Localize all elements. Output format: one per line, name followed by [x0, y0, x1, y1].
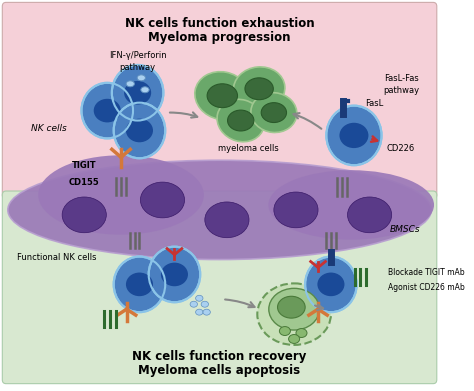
Ellipse shape	[161, 263, 188, 286]
Text: CD226: CD226	[386, 144, 414, 153]
Ellipse shape	[196, 309, 203, 315]
Ellipse shape	[8, 160, 431, 260]
Ellipse shape	[269, 288, 319, 330]
Text: myeloma cells: myeloma cells	[218, 144, 278, 153]
Ellipse shape	[257, 283, 331, 345]
Ellipse shape	[126, 81, 135, 87]
Ellipse shape	[137, 75, 146, 81]
FancyBboxPatch shape	[2, 191, 437, 384]
Circle shape	[112, 65, 164, 120]
Ellipse shape	[339, 123, 368, 148]
Ellipse shape	[207, 84, 237, 108]
Circle shape	[149, 247, 200, 302]
Text: Myeloma cells apoptosis: Myeloma cells apoptosis	[138, 364, 301, 377]
Text: Functional NK cells: Functional NK cells	[17, 253, 96, 262]
Circle shape	[114, 256, 165, 312]
Ellipse shape	[126, 273, 153, 296]
Ellipse shape	[126, 118, 153, 142]
Ellipse shape	[279, 326, 291, 335]
Text: CD155: CD155	[69, 178, 100, 187]
Ellipse shape	[217, 99, 264, 142]
Ellipse shape	[228, 110, 254, 131]
Text: TIGIT: TIGIT	[72, 161, 97, 170]
Ellipse shape	[233, 67, 285, 111]
Ellipse shape	[62, 197, 106, 233]
Text: pathway: pathway	[119, 63, 155, 72]
Text: BMSCs: BMSCs	[390, 225, 420, 234]
Ellipse shape	[347, 197, 392, 233]
FancyBboxPatch shape	[2, 2, 437, 199]
Ellipse shape	[268, 170, 434, 240]
Ellipse shape	[278, 296, 305, 318]
Text: NK cells function exhaustion: NK cells function exhaustion	[125, 17, 314, 30]
Ellipse shape	[203, 309, 210, 315]
Ellipse shape	[140, 182, 184, 218]
Ellipse shape	[318, 273, 345, 296]
Ellipse shape	[141, 87, 149, 93]
Text: Myeloma progression: Myeloma progression	[148, 30, 291, 44]
Ellipse shape	[261, 103, 286, 122]
Ellipse shape	[274, 192, 318, 228]
Text: NK cells: NK cells	[31, 124, 67, 133]
Ellipse shape	[94, 99, 121, 122]
Text: NK cells function recovery: NK cells function recovery	[132, 350, 307, 363]
Ellipse shape	[38, 155, 204, 235]
Ellipse shape	[289, 335, 300, 343]
Circle shape	[82, 83, 133, 138]
Ellipse shape	[190, 301, 198, 307]
Ellipse shape	[201, 301, 209, 307]
Ellipse shape	[124, 81, 151, 104]
Ellipse shape	[205, 202, 249, 238]
Circle shape	[305, 256, 357, 312]
Text: Agonist CD226 mAb: Agonist CD226 mAb	[388, 283, 465, 292]
Circle shape	[326, 106, 382, 165]
Ellipse shape	[196, 295, 203, 301]
Text: Blockade TIGIT mAb: Blockade TIGIT mAb	[388, 268, 465, 277]
Ellipse shape	[296, 328, 307, 337]
Circle shape	[114, 103, 165, 158]
Ellipse shape	[245, 78, 273, 100]
Ellipse shape	[251, 93, 297, 133]
Text: pathway: pathway	[384, 86, 420, 95]
Text: FasL: FasL	[365, 99, 383, 108]
Text: FasL-Fas: FasL-Fas	[384, 74, 419, 83]
Ellipse shape	[195, 72, 250, 120]
Text: IFN-γ/Perforin: IFN-γ/Perforin	[109, 52, 166, 61]
